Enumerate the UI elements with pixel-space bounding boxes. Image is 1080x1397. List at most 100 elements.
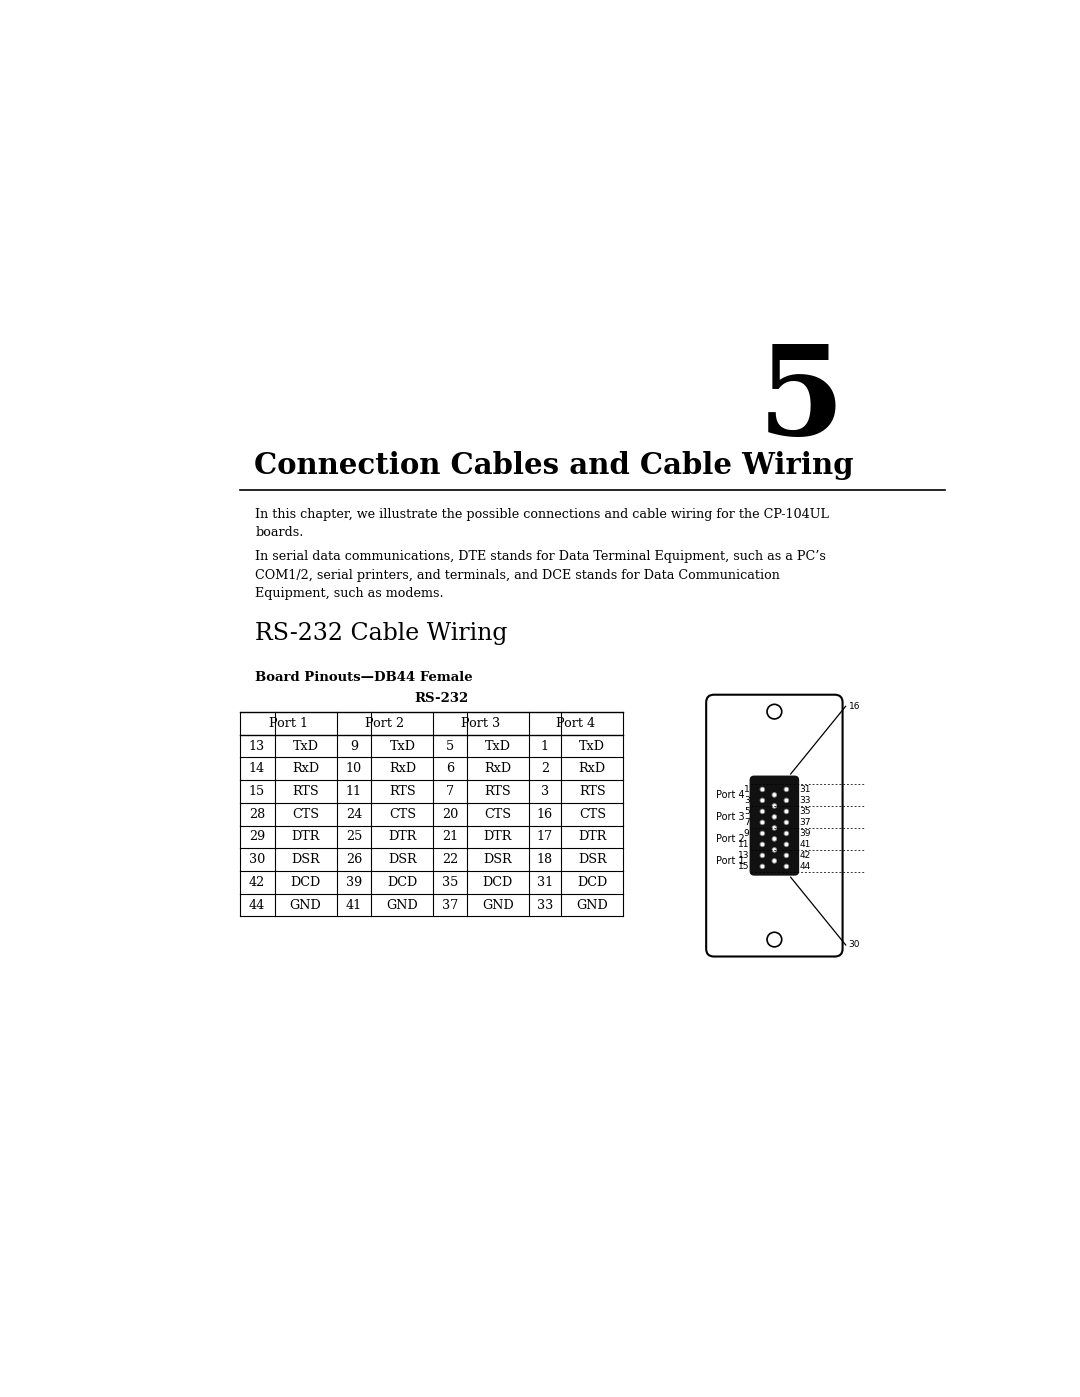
Circle shape <box>760 809 765 813</box>
Text: 17: 17 <box>537 830 553 844</box>
Circle shape <box>784 787 788 792</box>
Circle shape <box>760 831 765 835</box>
Text: DTR: DTR <box>292 830 320 844</box>
Text: DSR: DSR <box>578 854 607 866</box>
Text: 25: 25 <box>346 830 362 844</box>
Text: 11: 11 <box>738 840 750 849</box>
Text: 9: 9 <box>350 739 357 753</box>
Text: 7: 7 <box>744 817 750 827</box>
Text: TxD: TxD <box>579 739 605 753</box>
Text: 37: 37 <box>799 817 811 827</box>
Text: RxD: RxD <box>292 763 319 775</box>
Circle shape <box>767 932 782 947</box>
Text: 1: 1 <box>744 785 750 793</box>
Text: DTR: DTR <box>388 830 417 844</box>
Text: 42: 42 <box>248 876 266 888</box>
Text: CTS: CTS <box>292 807 319 821</box>
Text: Connection Cables and Cable Wiring: Connection Cables and Cable Wiring <box>254 451 853 481</box>
Text: TxD: TxD <box>485 739 511 753</box>
Text: 42: 42 <box>799 851 810 861</box>
Circle shape <box>772 837 777 841</box>
Text: 28: 28 <box>248 807 266 821</box>
Text: 29: 29 <box>248 830 266 844</box>
Text: GND: GND <box>289 898 322 912</box>
Text: In serial data communications, DTE stands for Data Terminal Equipment, such as a: In serial data communications, DTE stand… <box>255 550 826 601</box>
Text: DCD: DCD <box>577 876 607 888</box>
Circle shape <box>784 820 788 824</box>
Circle shape <box>760 842 765 847</box>
Text: 16: 16 <box>849 701 861 711</box>
Text: 31: 31 <box>537 876 553 888</box>
Text: 24: 24 <box>346 807 362 821</box>
Circle shape <box>784 809 788 813</box>
Text: 35: 35 <box>799 807 811 816</box>
Text: 22: 22 <box>442 854 458 866</box>
Text: RTS: RTS <box>293 785 319 798</box>
Circle shape <box>772 814 777 819</box>
Text: Port 3: Port 3 <box>461 717 501 729</box>
Text: Port 2: Port 2 <box>716 834 745 844</box>
Text: Port 2: Port 2 <box>365 717 405 729</box>
Text: 33: 33 <box>799 796 811 805</box>
Circle shape <box>784 842 788 847</box>
Text: 16: 16 <box>537 807 553 821</box>
Text: 37: 37 <box>442 898 458 912</box>
Text: DCD: DCD <box>483 876 513 888</box>
Circle shape <box>784 854 788 858</box>
Text: RS-232 Cable Wiring: RS-232 Cable Wiring <box>255 622 508 645</box>
Text: 30: 30 <box>849 940 861 950</box>
Text: 20: 20 <box>442 807 458 821</box>
Text: TxD: TxD <box>390 739 416 753</box>
Circle shape <box>760 787 765 792</box>
Text: 15: 15 <box>738 862 750 870</box>
Text: Port 4: Port 4 <box>556 717 595 729</box>
Text: 41: 41 <box>799 840 811 849</box>
Text: 13: 13 <box>249 739 265 753</box>
Circle shape <box>772 803 777 809</box>
Text: RxD: RxD <box>389 763 416 775</box>
Text: CTS: CTS <box>484 807 511 821</box>
Text: CTS: CTS <box>579 807 606 821</box>
Text: 33: 33 <box>537 898 553 912</box>
Text: RxD: RxD <box>579 763 606 775</box>
Text: 41: 41 <box>346 898 362 912</box>
Text: 3: 3 <box>744 796 750 805</box>
Text: RS-232: RS-232 <box>414 692 469 704</box>
Text: Port 1: Port 1 <box>716 856 745 866</box>
Text: DSR: DSR <box>484 854 512 866</box>
Circle shape <box>772 859 777 863</box>
Text: DCD: DCD <box>388 876 418 888</box>
Circle shape <box>760 798 765 803</box>
Text: 5: 5 <box>758 339 845 461</box>
Text: 5: 5 <box>446 739 455 753</box>
Text: 11: 11 <box>346 785 362 798</box>
Circle shape <box>760 865 765 869</box>
Circle shape <box>772 826 777 830</box>
Text: GND: GND <box>482 898 514 912</box>
Text: 26: 26 <box>346 854 362 866</box>
Text: RxD: RxD <box>484 763 511 775</box>
Text: DTR: DTR <box>484 830 512 844</box>
Text: 15: 15 <box>248 785 266 798</box>
Text: Port 1: Port 1 <box>269 717 308 729</box>
Text: 13: 13 <box>738 851 750 861</box>
Text: TxD: TxD <box>293 739 319 753</box>
Text: 7: 7 <box>446 785 454 798</box>
Text: DTR: DTR <box>578 830 607 844</box>
Text: 6: 6 <box>446 763 454 775</box>
Text: 1: 1 <box>541 739 549 753</box>
Text: 21: 21 <box>442 830 458 844</box>
Text: 39: 39 <box>346 876 362 888</box>
Circle shape <box>784 831 788 835</box>
Text: RTS: RTS <box>579 785 606 798</box>
FancyBboxPatch shape <box>706 694 842 957</box>
Text: 35: 35 <box>442 876 458 888</box>
Text: DSR: DSR <box>388 854 417 866</box>
Circle shape <box>784 798 788 803</box>
Text: Port 3: Port 3 <box>716 812 745 821</box>
Text: RTS: RTS <box>485 785 511 798</box>
Text: 18: 18 <box>537 854 553 866</box>
Circle shape <box>772 848 777 852</box>
Circle shape <box>784 865 788 869</box>
Circle shape <box>767 704 782 719</box>
